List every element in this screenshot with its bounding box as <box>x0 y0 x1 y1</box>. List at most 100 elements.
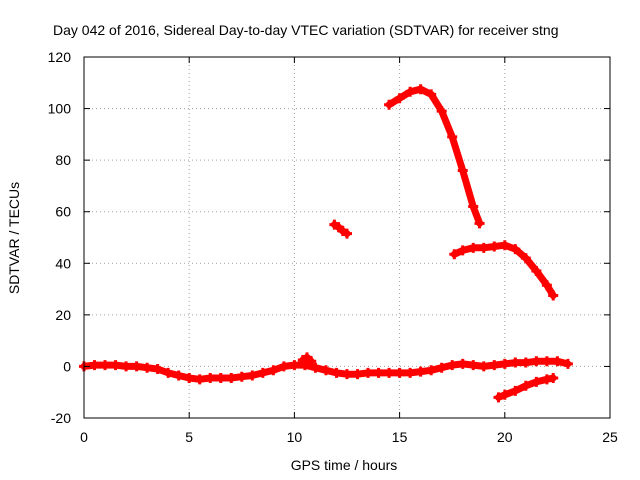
data-point <box>373 367 384 378</box>
data-point <box>110 360 121 371</box>
y-tick-label: -20 <box>51 410 71 426</box>
data-point <box>152 364 163 375</box>
data-point <box>289 360 300 371</box>
data-point <box>142 362 153 373</box>
y-tick-label: 20 <box>55 307 71 323</box>
data-point <box>426 365 437 376</box>
data-point <box>457 165 468 176</box>
data-series-2 <box>329 219 352 239</box>
data-point <box>394 367 405 378</box>
data-point <box>489 360 500 371</box>
data-point <box>173 370 184 381</box>
data-point <box>478 242 489 253</box>
y-tick-label: 0 <box>63 358 71 374</box>
data-point <box>310 362 321 373</box>
data-point <box>520 380 531 391</box>
data-point <box>342 369 352 380</box>
data-point <box>205 373 216 384</box>
tick-layer <box>83 56 611 419</box>
data-point <box>194 374 205 385</box>
data-point <box>89 360 100 371</box>
data-point <box>489 241 500 252</box>
data-point <box>384 99 395 110</box>
series-band <box>385 85 484 227</box>
data-point <box>394 93 405 104</box>
x-tick-label: 25 <box>602 429 618 445</box>
data-point <box>449 249 460 260</box>
data-point <box>520 357 531 368</box>
data-series-1 <box>297 352 317 367</box>
data-point <box>278 361 289 372</box>
x-tick-label: 15 <box>392 429 408 445</box>
data-point <box>468 201 479 212</box>
y-tick-label: 120 <box>48 49 72 65</box>
data-point <box>405 86 416 97</box>
y-tick-label: 60 <box>55 204 71 220</box>
data-point <box>436 106 447 117</box>
data-point <box>131 361 142 372</box>
data-point <box>447 131 458 142</box>
data-point <box>520 253 531 264</box>
data-point <box>493 392 504 403</box>
data-point <box>215 373 226 384</box>
data-point <box>552 356 563 367</box>
data-point <box>499 240 510 251</box>
y-axis-label: SDTVAR / TECUs <box>6 182 22 294</box>
data-layer <box>79 84 573 403</box>
data-point <box>121 361 132 372</box>
y-tick-label: 40 <box>55 255 71 271</box>
data-point <box>226 373 237 384</box>
data-point <box>415 84 426 95</box>
data-point <box>457 358 468 369</box>
data-point <box>531 376 542 387</box>
label-layer: 0 5 10 15 20 25 -20 0 20 40 60 80 100 120 <box>48 49 618 445</box>
data-point <box>457 245 468 256</box>
x-tick-label: 0 <box>80 429 88 445</box>
data-point <box>405 367 416 378</box>
data-point <box>531 356 542 367</box>
data-point <box>510 357 521 368</box>
data-point <box>415 366 426 377</box>
data-point <box>478 361 489 372</box>
data-series-0 <box>79 356 573 385</box>
data-point <box>320 365 331 376</box>
data-point <box>447 360 458 371</box>
data-point <box>257 367 268 378</box>
data-point <box>100 360 111 371</box>
data-point <box>562 358 573 369</box>
data-point <box>548 373 559 384</box>
data-point <box>306 356 317 367</box>
data-point <box>499 358 510 369</box>
grid-layer <box>84 57 610 418</box>
data-point <box>541 356 552 367</box>
data-point <box>184 373 195 384</box>
data-point <box>342 228 352 239</box>
x-tick-label: 20 <box>497 429 513 445</box>
x-tick-label: 5 <box>185 429 193 445</box>
data-point <box>384 367 395 378</box>
data-point <box>541 280 552 291</box>
data-point <box>510 385 521 396</box>
y-tick-label: 100 <box>48 101 72 117</box>
data-point <box>531 266 542 277</box>
data-point <box>548 290 559 301</box>
data-point <box>510 244 521 255</box>
data-series-5 <box>493 373 559 403</box>
data-point <box>363 367 374 378</box>
data-point <box>352 369 363 380</box>
data-point <box>468 242 479 253</box>
data-point <box>268 365 279 376</box>
chart-title: Day 042 of 2016, Sidereal Day-to-day VTE… <box>53 22 559 38</box>
data-point <box>436 362 447 373</box>
data-point <box>499 389 510 400</box>
plot-frame <box>83 56 611 419</box>
y-tick-label: 80 <box>55 152 71 168</box>
data-point <box>163 367 174 378</box>
data-point <box>247 370 258 381</box>
data-series-4 <box>449 240 559 301</box>
data-point <box>236 371 247 382</box>
data-point <box>474 218 485 229</box>
x-axis-label: GPS time / hours <box>291 457 398 473</box>
x-tick-label: 10 <box>287 429 303 445</box>
